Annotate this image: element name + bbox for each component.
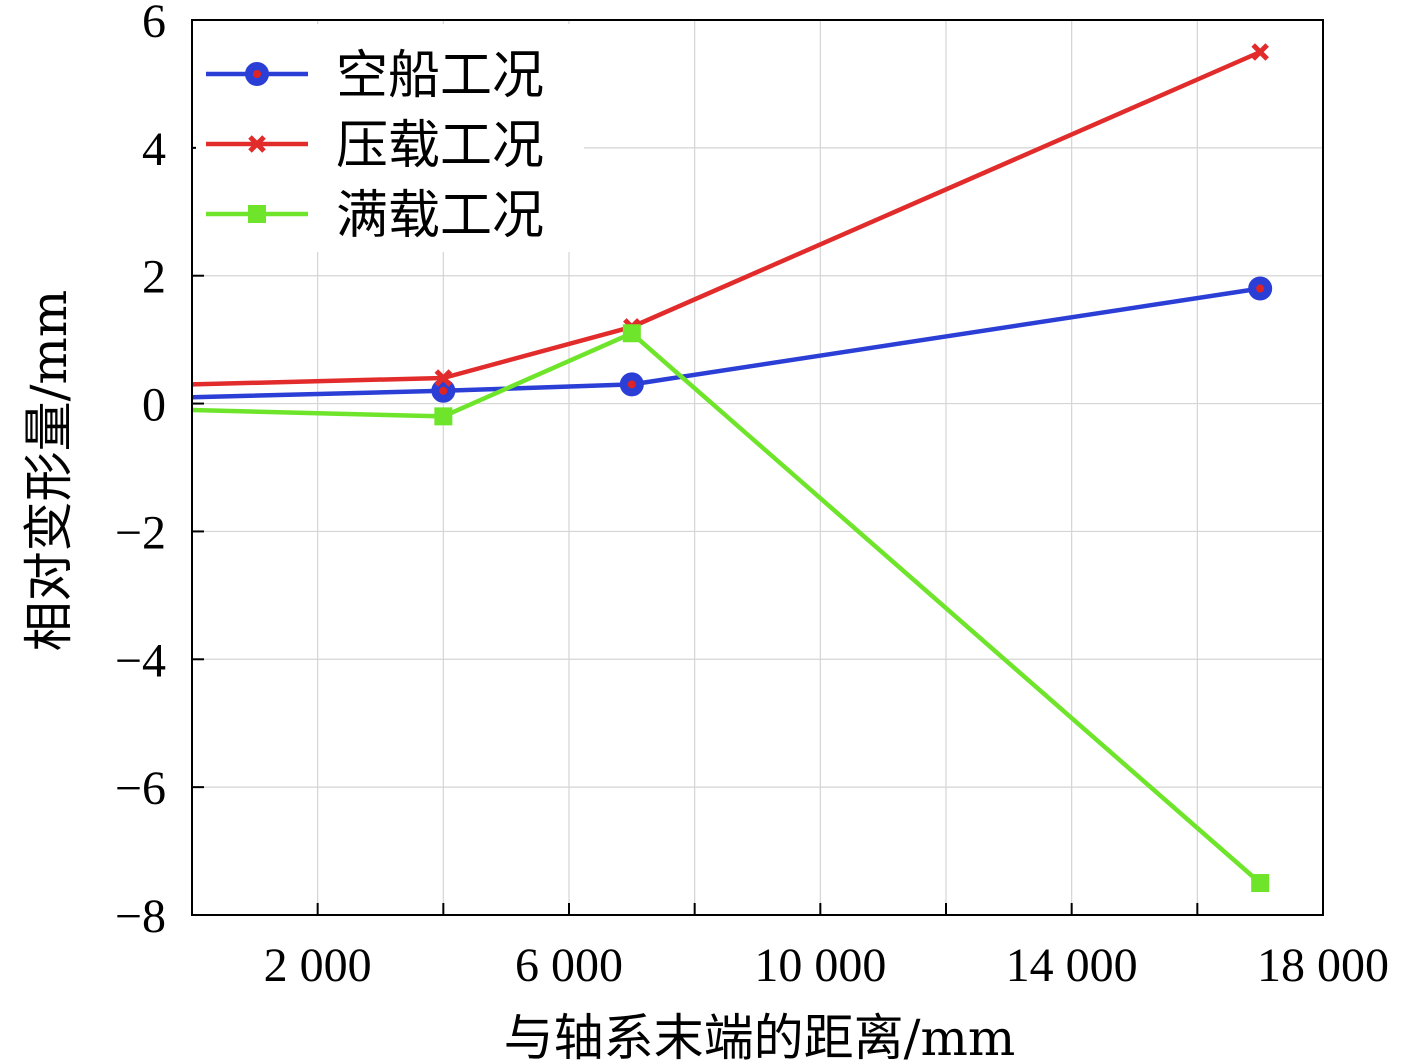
- marker-square: [1251, 874, 1270, 893]
- legend-item: 空船工况: [206, 46, 544, 106]
- x-tick-label: 18 000: [1257, 939, 1389, 992]
- marker-x-stroke: [248, 135, 266, 153]
- data-point: [434, 369, 453, 387]
- marker-square: [434, 407, 453, 426]
- series-3: [192, 324, 1270, 893]
- series-layer: [192, 43, 1273, 893]
- x-tick-label: 6 000: [515, 939, 623, 992]
- y-tick-label: 0: [142, 379, 166, 432]
- grid-lines: [192, 20, 1323, 915]
- data-point: [1251, 43, 1269, 61]
- marker-dot: [1256, 284, 1265, 293]
- series-line: [192, 49, 1262, 387]
- legend-item: 满载工况: [206, 186, 544, 246]
- plot-frame: [191, 19, 1324, 916]
- legend-marker: [245, 62, 269, 86]
- marker-dot: [253, 70, 261, 78]
- data-point: [619, 372, 644, 397]
- x-tick-label: 14 000: [1006, 939, 1138, 992]
- series-line: [192, 286, 1261, 400]
- legend-item: 压载工况: [206, 116, 544, 176]
- axis-ticks: 2 000 6 000 10 000 14 000 18 000 −8 −6 −4 −2 0 2 4 6: [115, 0, 1389, 992]
- y-tick-label: 4: [142, 123, 166, 176]
- y-tick-label: −8: [115, 890, 166, 943]
- y-axis-label: 相对变形量/mm: [20, 290, 78, 652]
- data-point: [622, 324, 641, 343]
- legend-marker: [248, 135, 266, 153]
- marker-dot: [439, 386, 448, 395]
- data-point: [1248, 276, 1273, 301]
- legend-label: 满载工况: [336, 186, 544, 246]
- x-axis-label: 与轴系末端的距离/mm: [504, 1009, 1016, 1063]
- y-tick-label: −6: [115, 762, 166, 815]
- series-line: [192, 331, 1262, 885]
- marker-dot: [627, 380, 636, 389]
- y-tick-label: −4: [115, 634, 166, 687]
- marker-x-stroke: [434, 369, 453, 387]
- x-tick-label: 2 000: [264, 939, 372, 992]
- legend-label: 压载工况: [336, 116, 544, 176]
- legend-label: 空船工况: [336, 46, 544, 106]
- data-point: [1251, 874, 1270, 893]
- marker-x-stroke: [1251, 43, 1269, 61]
- series-1: [192, 276, 1273, 403]
- y-tick-label: 6: [142, 0, 166, 48]
- marker-square: [248, 205, 266, 223]
- y-tick-label: −2: [115, 506, 166, 559]
- marker-square: [622, 324, 641, 343]
- legend-marker: [248, 205, 266, 223]
- y-tick-label: 2: [142, 251, 166, 304]
- x-tick-label: 10 000: [754, 939, 886, 992]
- data-point: [434, 407, 453, 426]
